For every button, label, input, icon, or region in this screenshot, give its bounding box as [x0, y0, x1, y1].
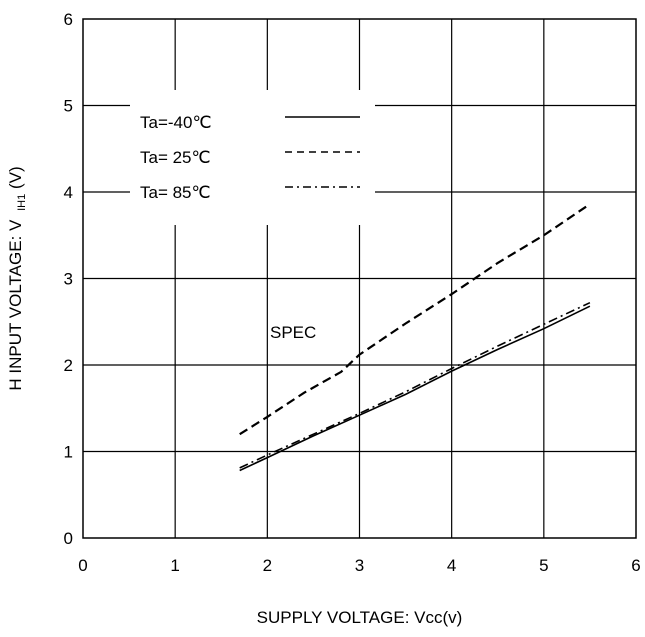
legend: Ta=-40℃ Ta= 25℃ Ta= 85℃ — [140, 113, 360, 202]
x-tick-label: 6 — [631, 556, 640, 575]
y-tick-label: 1 — [64, 443, 73, 462]
y-axis-title: H INPUT VOLTAGE: V IH1 (V) — [6, 166, 29, 390]
y-tick-label: 3 — [64, 270, 73, 289]
plot-frame — [82, 18, 637, 539]
spec-annotation: SPEC — [270, 323, 316, 342]
x-tick-label: 2 — [263, 556, 272, 575]
y-tick-label: 4 — [64, 183, 73, 202]
legend-box — [130, 90, 375, 225]
y-tick-label: 0 — [64, 529, 73, 548]
series-lines — [239, 203, 591, 472]
legend-label-3: Ta= 85℃ — [140, 183, 211, 202]
y-tick-label: 2 — [64, 356, 73, 375]
y-axis-title-subscript: IH1 — [16, 194, 28, 211]
x-tick-label: 3 — [355, 556, 364, 575]
x-tick-label: 4 — [447, 556, 456, 575]
y-tick-label: 5 — [64, 97, 73, 116]
y-axis-title-unit: (V) — [6, 166, 25, 189]
legend-label-1: Ta=-40℃ — [140, 113, 212, 132]
legend-label-2: Ta= 25℃ — [140, 148, 211, 167]
x-tick-label: 1 — [170, 556, 179, 575]
series-line-2 — [239, 203, 591, 436]
x-tick-label: 0 — [78, 556, 87, 575]
y-tick-label: 6 — [64, 10, 73, 29]
tick-labels: 0 1 2 3 4 5 6 0 1 2 3 4 5 6 — [64, 10, 641, 575]
series-line-1 — [239, 305, 591, 472]
y-axis-title-main: H INPUT VOLTAGE: V — [6, 219, 25, 391]
x-tick-label: 5 — [539, 556, 548, 575]
x-axis-title: SUPPLY VOLTAGE: Vcc(v) — [257, 608, 463, 627]
